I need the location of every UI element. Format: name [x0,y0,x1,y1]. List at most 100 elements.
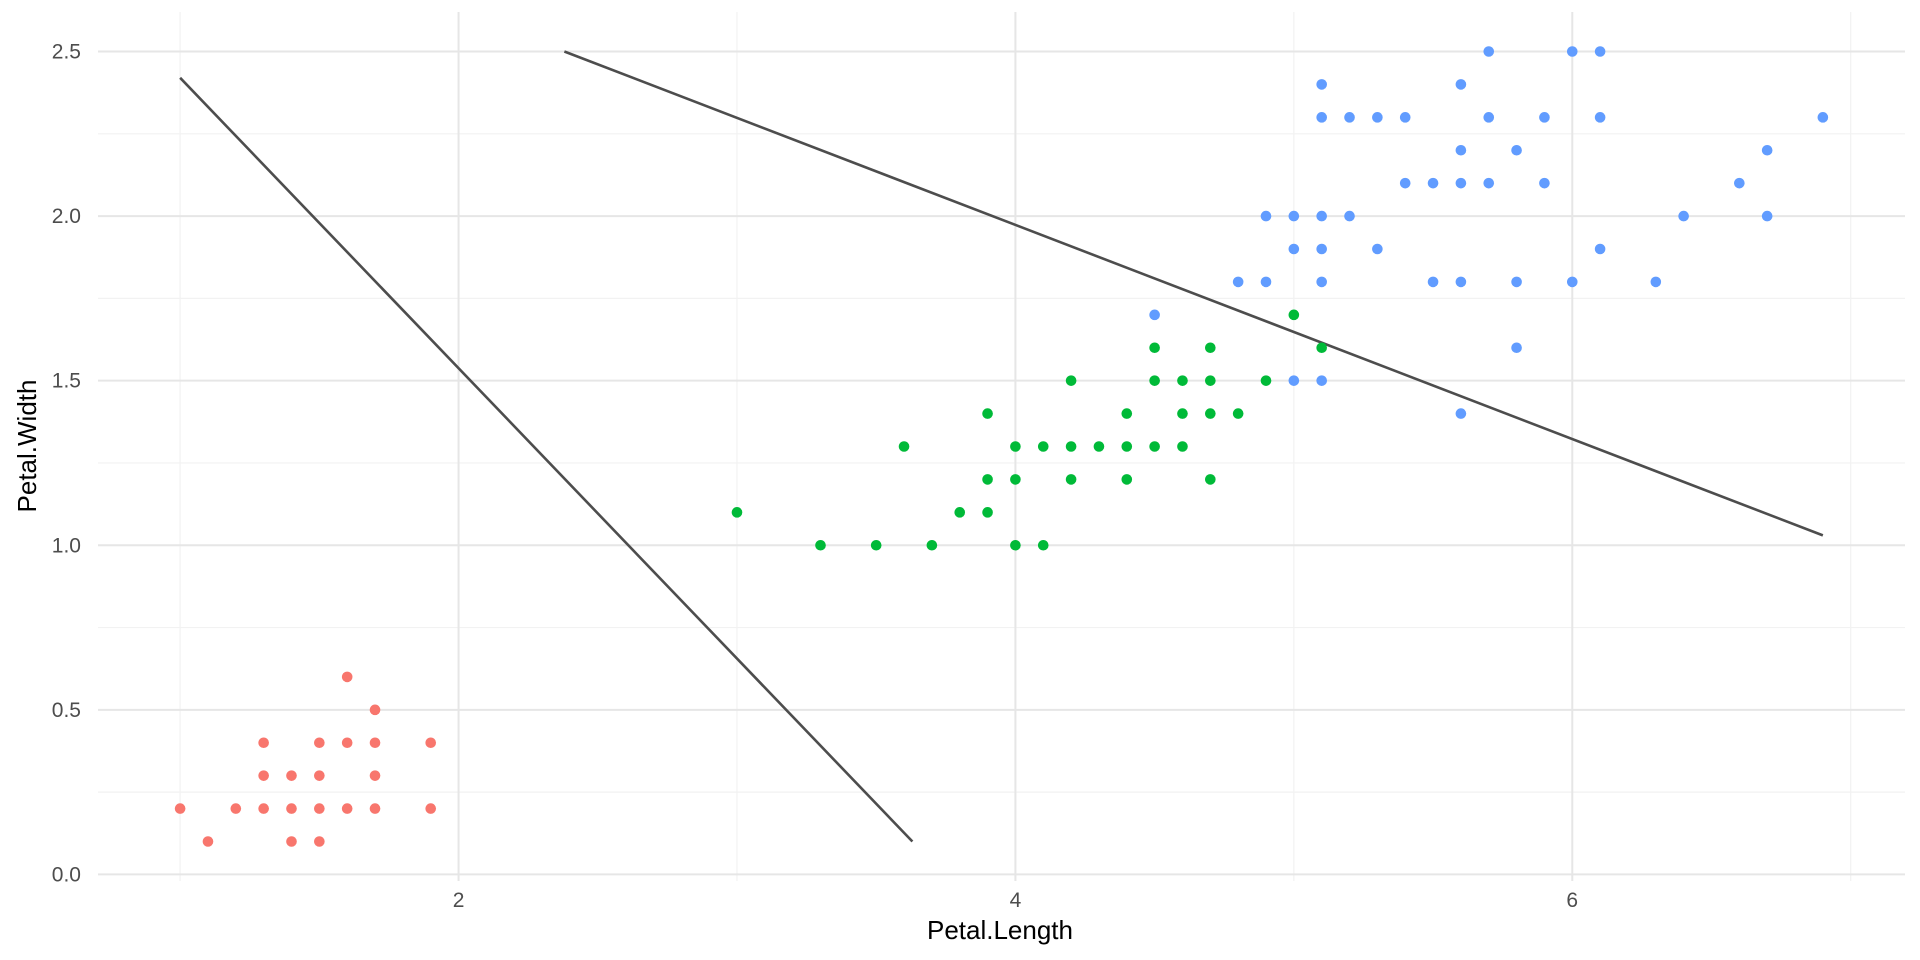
data-point-series-2 [1205,408,1216,419]
data-point-series-1 [174,803,186,814]
x-tick-label: 4 [1010,889,1022,912]
data-point-series-2 [1010,474,1021,485]
data-point-series-3 [1399,177,1411,189]
data-point-series-2 [815,539,826,551]
data-point-series-3 [1594,243,1606,255]
data-point-series-1 [341,671,353,683]
data-point-series-3 [1260,210,1272,222]
data-point-series-3 [1399,112,1411,123]
data-point-series-1 [369,770,381,781]
data-point-series-2 [1010,539,1021,551]
data-point-series-2 [1149,375,1160,386]
data-point-series-3 [1316,210,1327,222]
tick-labels: 2 4 6 0.0 0.5 1.0 1.5 2.0 2.5 [52,41,1578,913]
data-point-series-1 [286,803,297,814]
data-point-series-1 [369,704,381,716]
data-point-series-3 [1455,177,1467,189]
x-axis-title: Petal.Length [927,915,1073,945]
x-tick-label: 6 [1566,889,1578,912]
data-point-series-3 [1455,79,1467,90]
data-point-series-2 [1205,375,1216,386]
data-point-series-3 [1149,309,1160,321]
data-point-series-3 [1372,112,1383,123]
decision-boundary-line-2 [563,50,1824,537]
data-point-series-1 [314,770,325,781]
y-tick-label: 1.5 [52,370,81,393]
data-point-series-3 [1650,276,1662,288]
data-point-series-3 [1566,276,1578,288]
data-point-series-3 [1734,177,1745,189]
data-point-series-3 [1455,408,1467,419]
data-point-series-3 [1817,112,1829,123]
data-point-series-3 [1483,46,1495,57]
data-point-series-3 [1483,177,1495,189]
data-point-series-2 [1205,342,1216,354]
data-point-series-3 [1455,276,1467,288]
data-point-series-2 [926,539,938,551]
data-point-series-3 [1316,375,1327,386]
grid-layer [98,12,1905,881]
y-tick-label: 2.5 [52,41,81,64]
data-point-series-2 [1149,441,1160,452]
data-point-series-1 [341,803,353,814]
data-point-series-1 [258,770,269,781]
data-point-series-1 [314,803,325,814]
data-point-series-2 [982,474,993,485]
decision-boundary-line-1 [179,76,914,843]
data-point-series-1 [230,803,242,814]
data-point-series-3 [1761,210,1773,222]
data-point-series-2 [1121,408,1133,419]
data-point-series-1 [369,737,381,749]
data-point-series-1 [425,803,437,814]
data-point-series-3 [1594,46,1606,57]
data-point-series-2 [1288,309,1300,321]
data-point-series-1 [314,737,325,749]
data-point-series-2 [870,539,882,551]
data-point-series-2 [1205,474,1216,485]
data-point-series-2 [954,507,966,518]
data-point-series-2 [1037,441,1049,452]
data-point-series-3 [1427,177,1439,189]
data-point-series-1 [341,737,353,749]
data-point-series-2 [1177,408,1188,419]
y-tick-label: 2.0 [52,205,81,228]
data-point-series-1 [258,803,269,814]
data-point-series-3 [1539,112,1550,123]
y-tick-label: 1.0 [52,534,81,557]
data-point-series-2 [1316,342,1327,354]
data-point-series-3 [1232,276,1244,288]
data-point-series-3 [1483,112,1495,123]
data-point-series-2 [1121,441,1133,452]
data-point-series-3 [1316,276,1327,288]
data-point-series-2 [1065,375,1077,386]
data-point-series-3 [1678,210,1689,222]
data-point-series-3 [1372,243,1383,255]
y-tick-label: 0.5 [52,699,81,722]
data-point-series-2 [1177,375,1188,386]
data-point-series-3 [1288,243,1300,255]
x-tick-label: 2 [453,889,465,912]
data-point-series-3 [1511,144,1522,156]
y-tick-label: 0.0 [52,863,81,886]
data-point-series-2 [898,441,910,452]
data-point-series-1 [369,803,381,814]
data-point-series-3 [1344,112,1355,123]
data-point-series-1 [202,836,214,847]
data-point-series-3 [1594,112,1606,123]
data-point-series-2 [982,507,993,518]
data-point-series-3 [1344,210,1355,222]
data-point-series-2 [1260,375,1272,386]
data-points [174,46,1829,847]
data-point-series-3 [1288,210,1300,222]
y-axis-title: Petal.Width [12,380,42,513]
data-point-series-2 [1037,539,1049,551]
data-point-series-3 [1316,243,1327,255]
data-point-series-1 [286,836,297,847]
data-point-series-2 [731,507,743,518]
data-point-series-3 [1316,79,1327,90]
data-point-series-3 [1288,375,1300,386]
data-point-series-2 [982,408,993,419]
data-point-series-2 [1065,441,1077,452]
